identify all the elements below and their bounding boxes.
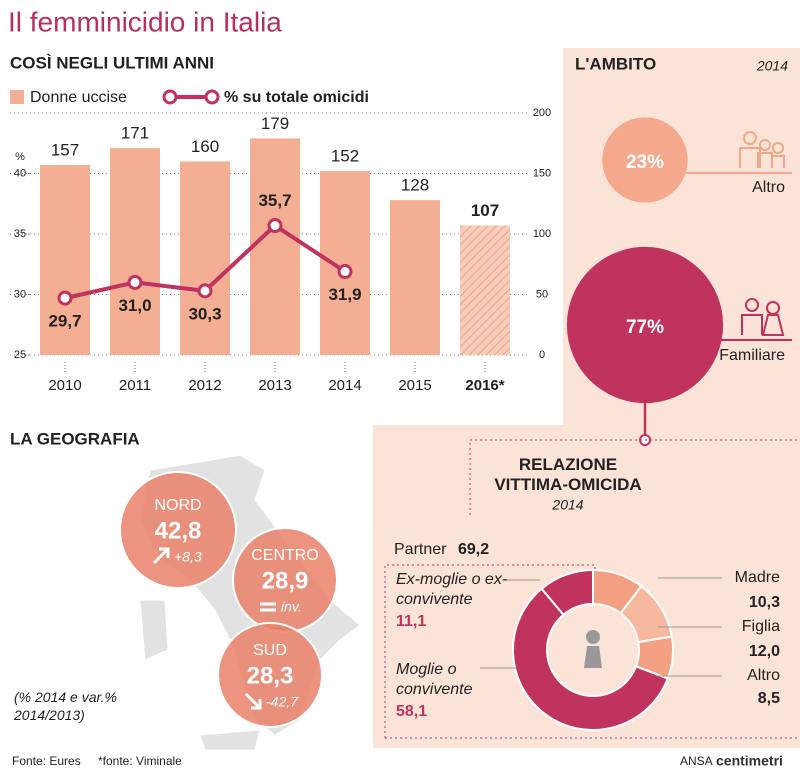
bar xyxy=(460,225,510,355)
family-icon xyxy=(741,298,785,336)
change-label: +8,3 xyxy=(174,549,202,565)
bubble xyxy=(602,117,688,203)
segment-value: 8,5 xyxy=(758,690,780,707)
segment-value: 10,3 xyxy=(749,594,780,611)
bar-label: 157 xyxy=(51,141,79,160)
page-title: Il femminicidio in Italia xyxy=(8,6,282,37)
y2-tick-label: 0 xyxy=(539,349,545,361)
panel-bg xyxy=(373,48,800,748)
map-note: (% 2014 e var.% 2014/2013) xyxy=(14,689,117,723)
change-label: -42,7 xyxy=(266,694,299,710)
bubble-category: Familiare xyxy=(719,347,785,364)
y2-tick-label: 50 xyxy=(536,288,548,300)
y-tick-label: 25 xyxy=(14,349,26,361)
bar-label: 128 xyxy=(401,176,429,195)
bar xyxy=(110,148,160,355)
legend-marker xyxy=(204,89,220,105)
bar xyxy=(320,171,370,355)
segment-name: Moglie o convivente xyxy=(396,661,473,698)
bar-label: 171 xyxy=(121,124,149,143)
bar-label: 160 xyxy=(191,137,219,156)
region-name: SUD xyxy=(253,642,287,659)
change-label: inv. xyxy=(281,599,302,615)
bubble-label: 23% xyxy=(626,152,664,173)
people-icon xyxy=(739,131,785,168)
point-label: 29,7 xyxy=(48,312,81,331)
legend-marker xyxy=(162,89,178,105)
x-tick-label: 2013 xyxy=(258,377,291,394)
bar xyxy=(180,161,230,355)
y2-tick-label: 150 xyxy=(533,167,551,179)
source: Fonte: Eures xyxy=(12,754,81,768)
frame xyxy=(384,439,800,739)
y-tick-label: 40 xyxy=(14,167,26,179)
line-point xyxy=(267,218,283,234)
region-bubble xyxy=(119,471,237,589)
y2-tick-label: 200 xyxy=(533,107,551,119)
legend-swatch xyxy=(10,90,24,104)
x-tick-label: 2015 xyxy=(398,377,431,394)
segment-name: Ex-moglie o ex-convivente xyxy=(396,571,508,608)
point-label: 31,9 xyxy=(328,285,361,304)
y-tick-label: 35 xyxy=(14,228,26,240)
donut-segment xyxy=(512,587,670,731)
change-arrow xyxy=(260,602,276,612)
bubble-category: Altro xyxy=(752,179,785,196)
region-value: 28,3 xyxy=(247,662,294,689)
change-arrow xyxy=(152,547,170,565)
x-tick-label: 2010 xyxy=(48,377,81,394)
bar-label: 152 xyxy=(331,147,359,166)
region-value: 42,8 xyxy=(155,517,202,544)
segment-name: Figlia xyxy=(742,618,780,635)
group-name: Partner xyxy=(394,541,447,558)
line-point xyxy=(197,283,213,299)
section-subtitle: 2014 xyxy=(756,58,788,74)
x-tick-label: 2016* xyxy=(465,377,504,394)
source: *fonte: Viminale xyxy=(98,754,182,768)
y-tick-label: 30 xyxy=(14,288,26,300)
x-tick-label: 2011 xyxy=(119,377,151,394)
point-label: 31,0 xyxy=(118,296,151,315)
section-title: COSÌ NEGLI ULTIMI ANNI xyxy=(10,53,214,72)
x-tick-label: 2012 xyxy=(188,377,221,394)
bubble-label: 77% xyxy=(626,317,664,338)
legend-label: Donne uccise xyxy=(30,89,127,106)
section-title: RELAZIONE VITTIMA-OMICIDA xyxy=(494,455,642,494)
legend-label: % su totale omicidi xyxy=(224,89,369,106)
region-name: CENTRO xyxy=(251,547,319,564)
y-axis-label: % xyxy=(15,151,25,163)
segment-value: 12,0 xyxy=(749,643,780,660)
point-label: 30,3 xyxy=(188,304,221,323)
y2-tick-label: 100 xyxy=(533,228,551,240)
region-name: NORD xyxy=(154,497,201,514)
credit: ANSA xyxy=(680,754,713,768)
change-arrow xyxy=(244,692,262,710)
bar xyxy=(390,200,440,355)
segment-name: Altro xyxy=(747,667,780,684)
segment-value: 11,1 xyxy=(396,613,426,630)
segment-value: 58,1 xyxy=(396,703,427,720)
donut-segment xyxy=(540,568,594,617)
credit: centimetri xyxy=(716,753,783,769)
group-value: 69,2 xyxy=(458,541,489,558)
line-point xyxy=(57,290,73,306)
segment-name: Madre xyxy=(735,569,780,586)
person-icon xyxy=(584,630,602,668)
section-title: LA GEOGRAFIA xyxy=(10,429,140,448)
bar-label: 107 xyxy=(471,201,499,220)
region-bubble xyxy=(217,622,323,728)
bar xyxy=(250,138,300,355)
point-label: 35,7 xyxy=(258,191,291,210)
x-tick-label: 2014 xyxy=(328,377,361,394)
bar-label: 179 xyxy=(261,114,289,133)
bar xyxy=(40,165,90,355)
line-point xyxy=(337,264,353,280)
region-value: 28,9 xyxy=(262,567,309,594)
line-point xyxy=(127,274,143,290)
section-title: L'AMBITO xyxy=(575,54,656,73)
section-subtitle: 2014 xyxy=(551,497,583,513)
bubble xyxy=(566,246,724,404)
